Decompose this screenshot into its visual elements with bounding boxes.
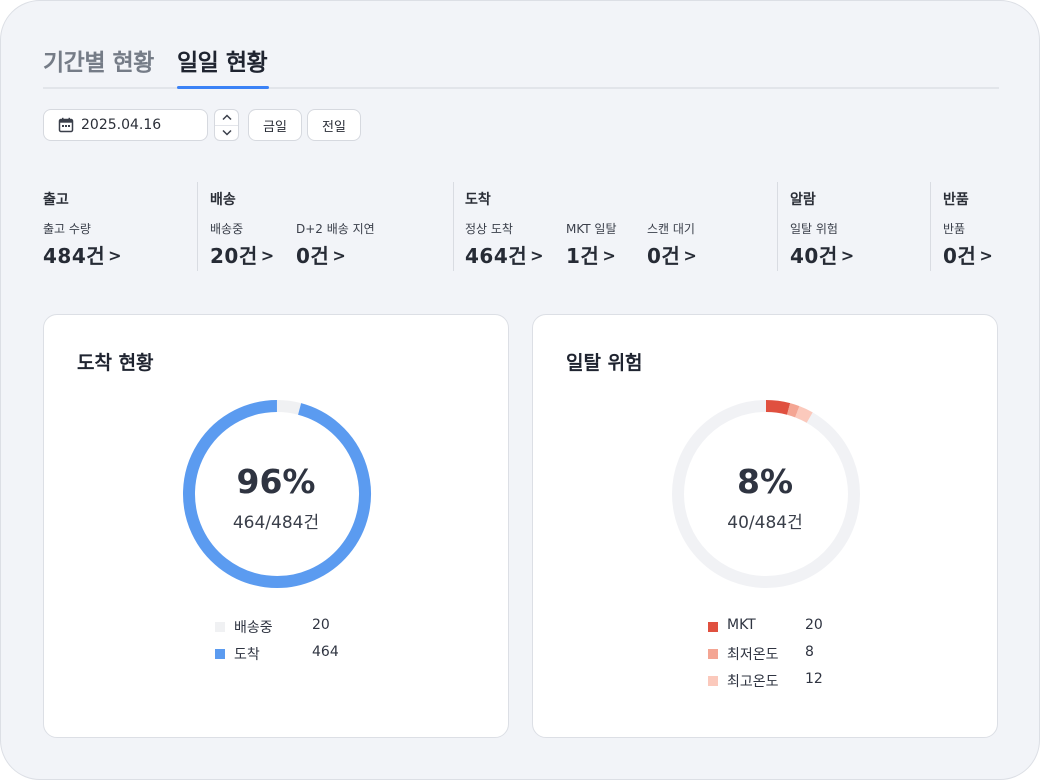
chevron-down-icon: [221, 129, 232, 136]
legend-label: 배송중: [234, 620, 273, 636]
legend-item-max-temp: 최고온도 12: [708, 671, 848, 691]
arrival-donut-chart: [183, 400, 371, 588]
legend-swatch: [215, 622, 225, 632]
stat-d2-delay[interactable]: 0건 >: [296, 240, 346, 269]
stat-value-text: 0건: [647, 244, 681, 268]
date-value: 2025.04.16: [81, 117, 162, 133]
legend-label: 최고온도: [727, 674, 779, 690]
legend-swatch: [215, 649, 225, 659]
stat-label-scan-pending: 스캔 대기: [647, 222, 695, 236]
donut-segment-in-transit: [276, 400, 302, 415]
chevron-right-icon: >: [260, 246, 275, 265]
legend-label: 최저온도: [727, 647, 779, 663]
stat-in-transit[interactable]: 20건 >: [210, 240, 275, 269]
legend-value: 8: [805, 644, 814, 660]
divider: [197, 182, 198, 271]
legend-label: MKT: [727, 617, 756, 633]
deviation-risk-card: 일탈 위험 8% 40/484건 MKT 20 최저온도 8 최고온도 12: [532, 314, 998, 738]
arrival-ratio: 464/484건: [232, 513, 320, 533]
donut-segment-arrived: [183, 400, 371, 588]
legend-item-arrived: 도착 464: [215, 644, 355, 664]
today-button[interactable]: 금일: [248, 109, 302, 141]
group-title-returns: 반품: [943, 192, 969, 208]
tab-bar: 기간별 현황 일일 현황: [43, 41, 999, 89]
date-decrement-button[interactable]: [215, 125, 238, 140]
stat-returns[interactable]: 0건 >: [943, 240, 993, 269]
legend-item-mkt: MKT 20: [708, 617, 848, 637]
divider: [453, 182, 454, 271]
stat-scan-pending[interactable]: 0건 >: [647, 240, 697, 269]
stat-label-returns: 반품: [943, 222, 966, 236]
legend-value: 464: [312, 644, 339, 660]
stat-label-in-transit: 배송중: [210, 222, 244, 236]
arrival-percent: 96%: [236, 462, 316, 501]
group-title-shipping-out: 출고: [43, 192, 69, 208]
stat-normal-arrival[interactable]: 464건 >: [465, 240, 544, 269]
legend-swatch: [708, 676, 718, 686]
legend-item-min-temp: 최저온도 8: [708, 644, 848, 664]
risk-donut-chart: [672, 400, 860, 588]
group-title-arrival: 도착: [465, 192, 491, 208]
risk-percent: 8%: [736, 462, 794, 501]
divider: [930, 182, 931, 271]
legend-swatch: [708, 649, 718, 659]
stat-label-shipped-qty: 출고 수량: [43, 222, 91, 236]
stat-label-mkt-deviation: MKT 일탈: [566, 222, 617, 236]
chevron-right-icon: >: [530, 246, 545, 265]
chevron-up-icon: [221, 114, 232, 121]
legend-label: 도착: [234, 647, 260, 663]
stat-label-normal-arrival: 정상 도착: [465, 222, 513, 236]
date-stepper: [214, 109, 239, 141]
chevron-right-icon: >: [332, 246, 347, 265]
legend-value: 12: [805, 671, 823, 687]
stat-value-text: 464건: [465, 244, 528, 268]
legend-value: 20: [312, 617, 330, 633]
stat-value-text: 40건: [790, 244, 838, 268]
legend-swatch: [708, 622, 718, 632]
stat-mkt-deviation[interactable]: 1건 >: [566, 240, 616, 269]
stat-deviation-risk[interactable]: 40건 >: [790, 240, 855, 269]
tab-period-status[interactable]: 기간별 현황: [43, 50, 154, 76]
calendar-icon: [58, 117, 74, 133]
stat-value-text: 0건: [296, 244, 330, 268]
donut-segment-min-temp: [786, 403, 800, 418]
stat-value-text: 484건: [43, 244, 106, 268]
card-title: 일탈 위험: [566, 352, 643, 374]
previous-day-button[interactable]: 전일: [307, 109, 361, 141]
date-increment-button[interactable]: [215, 110, 238, 126]
arrival-status-card: 도착 현황 96% 464/484건 배송중 20 도착 464: [43, 314, 509, 738]
group-title-alarm: 알람: [790, 192, 816, 208]
legend-item-in-transit: 배송중 20: [215, 617, 355, 637]
chevron-right-icon: >: [108, 246, 123, 265]
legend-value: 20: [805, 617, 823, 633]
group-title-delivery: 배송: [210, 192, 236, 208]
chevron-right-icon: >: [683, 246, 698, 265]
stats-bar: 출고 출고 수량 484건 > 배송 배송중 20건 > D+2 배송 지연 0건 >…: [43, 182, 999, 272]
risk-ratio: 40/484건: [727, 513, 803, 533]
stat-value-text: 1건: [566, 244, 600, 268]
donut-segment-mkt: [765, 400, 791, 415]
tab-daily-status[interactable]: 일일 현황: [177, 50, 268, 76]
date-picker[interactable]: 2025.04.16: [43, 109, 208, 141]
stat-label-deviation-risk: 일탈 위험: [790, 222, 838, 236]
stat-value-text: 0건: [943, 244, 977, 268]
card-title: 도착 현황: [77, 352, 154, 374]
chevron-right-icon: >: [979, 246, 994, 265]
stat-value-text: 20건: [210, 244, 258, 268]
chevron-right-icon: >: [840, 246, 855, 265]
donut-segment-max-temp: [795, 406, 813, 423]
divider: [777, 182, 778, 271]
chevron-right-icon: >: [602, 246, 617, 265]
active-tab-indicator: [177, 86, 269, 89]
stat-shipped-qty[interactable]: 484건 >: [43, 240, 122, 269]
stat-label-d2-delay: D+2 배송 지연: [296, 222, 375, 236]
